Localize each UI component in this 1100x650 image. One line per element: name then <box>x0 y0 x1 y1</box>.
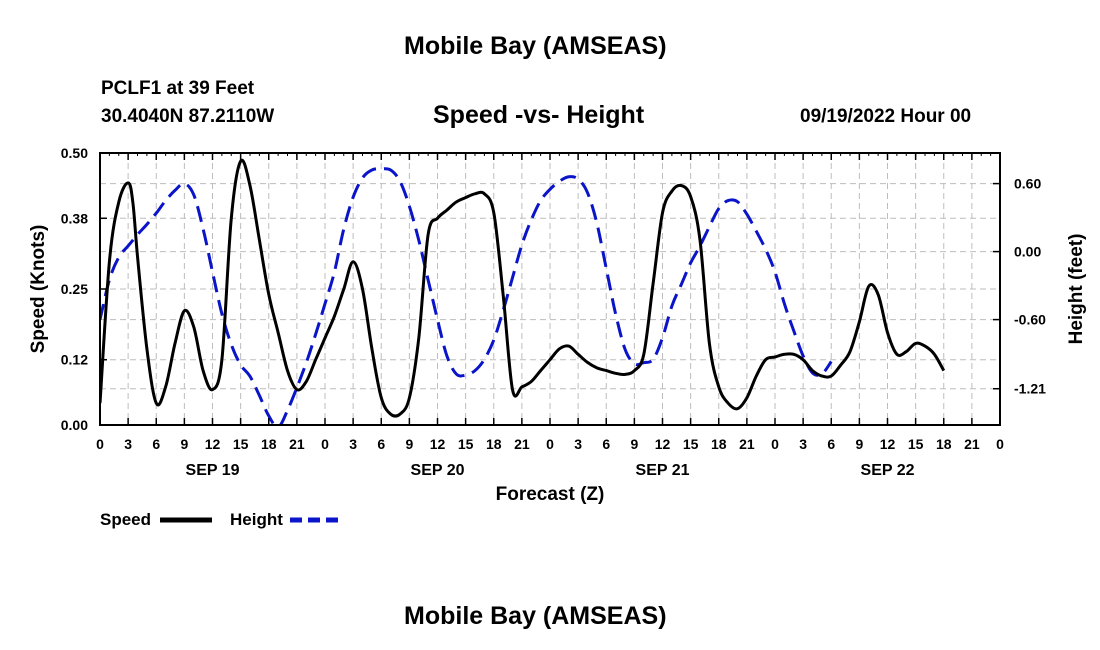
y-tick-label-right: -1.21 <box>1014 381 1046 397</box>
x-tick-label: 3 <box>574 436 582 452</box>
y-axis-label-right: Height (feet) <box>1066 234 1087 345</box>
chart-title: Mobile Bay (AMSEAS) <box>404 32 667 60</box>
y-axis-label-left: Speed (Knots) <box>28 225 49 354</box>
x-tick-label: 15 <box>908 436 924 452</box>
x-tick-label: 0 <box>546 436 554 452</box>
x-tick-label: 6 <box>152 436 160 452</box>
y-tick-label-left: 0.38 <box>61 210 88 226</box>
y-tick-label-left: 0.00 <box>61 417 88 433</box>
x-tick-label: 6 <box>602 436 610 452</box>
x-tick-label: 9 <box>405 436 413 452</box>
x-tick-label: 6 <box>377 436 385 452</box>
x-tick-label: 21 <box>289 436 305 452</box>
legend-height-label: Height <box>230 510 283 529</box>
y-tick-label-left: 0.50 <box>61 145 88 161</box>
x-tick-label: 12 <box>205 436 221 452</box>
x-tick-label: 21 <box>964 436 980 452</box>
x-tick-label: 15 <box>233 436 249 452</box>
station-coords: 30.4040N 87.2110W <box>101 106 275 127</box>
x-tick-label: 3 <box>349 436 357 452</box>
x-tick-label: 0 <box>771 436 779 452</box>
footer-title: Mobile Bay (AMSEAS) <box>404 602 667 630</box>
series-line-speed <box>100 158 946 418</box>
x-tick-label: 9 <box>630 436 638 452</box>
x-tick-label: 0 <box>96 436 104 452</box>
y-tick-label-left: 0.25 <box>61 281 88 297</box>
x-tick-label: 12 <box>880 436 896 452</box>
station-label: PCLF1 at 39 Feet <box>101 78 255 99</box>
x-tick-label: 3 <box>124 436 132 452</box>
x-tick-label: 15 <box>458 436 474 452</box>
x-axis-label: Forecast (Z) <box>496 484 605 505</box>
x-tick-label: 0 <box>996 436 1004 452</box>
day-label: SEP 19 <box>186 462 240 479</box>
y-tick-label-left: 0.12 <box>61 352 88 368</box>
y-tick-label-right: -0.60 <box>1014 312 1046 328</box>
x-tick-label: 21 <box>514 436 530 452</box>
x-tick-label: 6 <box>827 436 835 452</box>
day-label: SEP 20 <box>411 462 465 479</box>
x-tick-label: 18 <box>261 436 277 452</box>
x-tick-label: 9 <box>855 436 863 452</box>
forecast-timestamp: 09/19/2022 Hour 00 <box>800 106 972 127</box>
x-tick-label: 15 <box>683 436 699 452</box>
x-tick-label: 18 <box>486 436 502 452</box>
speed-height-chart: 0 3 6 9 12 15 18 21 0 3 6 9 12 15 18 21 0 3 6 9 12 15 18 21 0 3 6 9… <box>28 145 1087 529</box>
y-tick-label-right: 0.60 <box>1014 176 1041 192</box>
x-tick-label: 12 <box>655 436 671 452</box>
legend: Speed Height <box>100 510 342 529</box>
day-label: SEP 21 <box>636 462 690 479</box>
x-tick-label: 3 <box>799 436 807 452</box>
legend-speed-label: Speed <box>100 510 151 529</box>
x-tick-label: 12 <box>430 436 446 452</box>
series-line-height <box>100 167 833 425</box>
x-tick-label: 18 <box>711 436 727 452</box>
x-tick-label: 0 <box>321 436 329 452</box>
x-tick-label: 21 <box>739 436 755 452</box>
chart-subtitle: Speed -vs- Height <box>433 101 645 129</box>
x-tick-label: 9 <box>180 436 188 452</box>
day-label: SEP 22 <box>861 462 915 479</box>
x-tick-label: 18 <box>936 436 952 452</box>
y-tick-label-right: 0.00 <box>1014 244 1041 260</box>
